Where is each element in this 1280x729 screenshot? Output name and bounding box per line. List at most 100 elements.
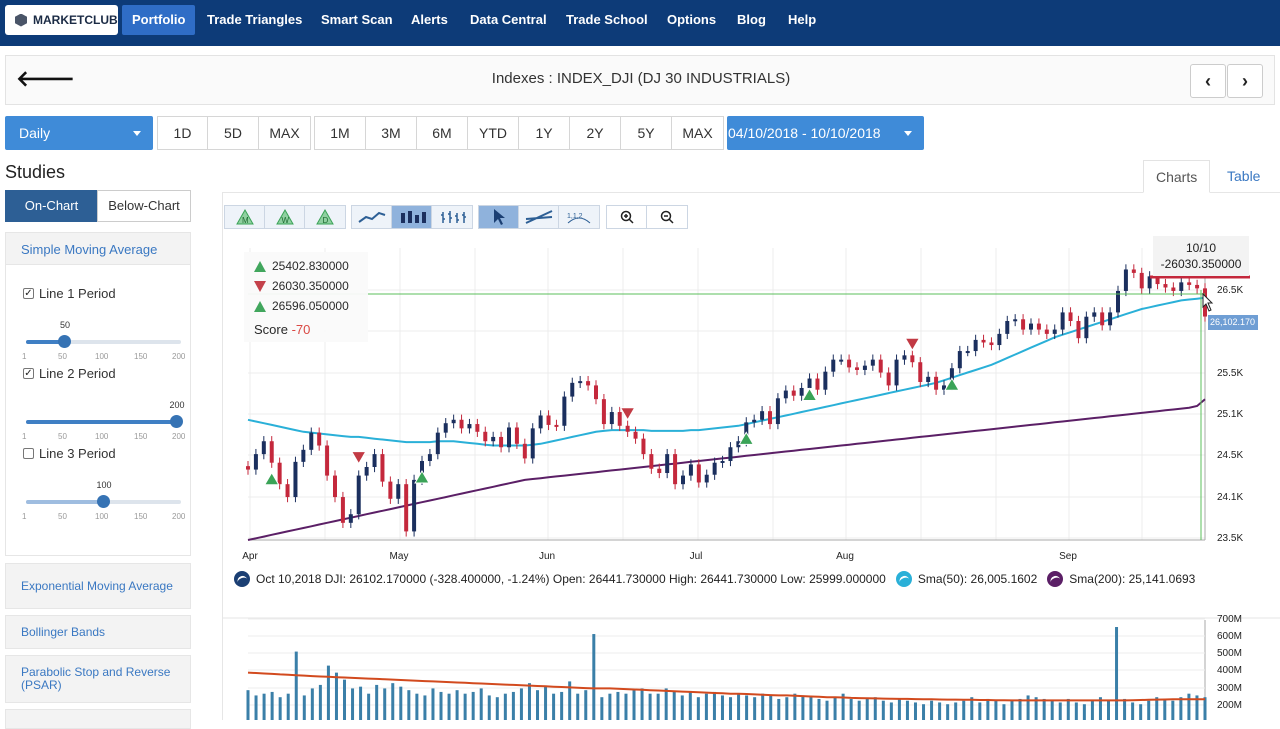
nav-blog[interactable]: Blog xyxy=(737,12,766,27)
line3-slider-handle[interactable] xyxy=(97,495,110,508)
candle-body xyxy=(427,454,432,461)
line2-slider-handle[interactable] xyxy=(170,415,183,428)
volume-bar xyxy=(962,700,966,720)
interval-value: Daily xyxy=(19,125,51,141)
next-symbol-button[interactable]: › xyxy=(1227,64,1263,98)
volume-bar xyxy=(1163,698,1167,720)
volume-bar xyxy=(1002,704,1006,720)
pointer-icon[interactable] xyxy=(479,206,519,228)
logo-text: MARKETCLUB xyxy=(33,13,118,27)
back-arrow-icon[interactable]: 🡐 xyxy=(16,66,75,91)
page-title: Indexes : INDEX_DJI (DJ 30 INDUSTRIALS) xyxy=(491,70,791,87)
nav-trade-triangles[interactable]: Trade Triangles xyxy=(207,12,303,27)
range-3m-button[interactable]: 3M xyxy=(365,116,417,150)
line-chart-icon[interactable] xyxy=(352,206,392,228)
candle-body xyxy=(807,378,812,388)
candle-body xyxy=(475,424,480,432)
zoom-out-icon[interactable] xyxy=(647,206,687,228)
line1-checkbox[interactable]: ✓ Line 1 Period xyxy=(23,286,116,301)
candle-body xyxy=(309,432,314,450)
candlestick-chart-icon[interactable] xyxy=(392,206,432,228)
line2-slider[interactable]: 200 xyxy=(26,400,185,428)
ohlc-dji: Oct 10,2018 DJI: 26102.170000 (-328.4000… xyxy=(256,572,886,586)
tab-table[interactable]: Table xyxy=(1227,168,1261,184)
nav-smart-scan[interactable]: Smart Scan xyxy=(321,12,393,27)
trendline-icon[interactable] xyxy=(519,206,559,228)
weekly-triangle-icon[interactable]: W xyxy=(265,206,305,228)
crosshair-readout: 10/10 -26030.350000 xyxy=(1153,236,1249,276)
range-1y-button[interactable]: 1Y xyxy=(518,116,570,150)
tick: 200 xyxy=(172,512,186,521)
zoom-toolbar xyxy=(606,205,688,229)
tab-on-chart[interactable]: On-Chart xyxy=(5,190,98,222)
nav-portfolio[interactable]: Portfolio xyxy=(122,5,196,35)
range-5y-button[interactable]: 5Y xyxy=(620,116,672,150)
candle-body xyxy=(467,424,472,429)
range-ytd-button[interactable]: YTD xyxy=(467,116,519,150)
nav-trade-school[interactable]: Trade School xyxy=(566,12,648,27)
candle-body xyxy=(760,411,765,420)
volume-bar xyxy=(391,683,395,720)
line1-slider[interactable]: 50 xyxy=(26,320,181,348)
study-ema[interactable]: Exponential Moving Average xyxy=(5,563,191,609)
range-1m-button[interactable]: 1M xyxy=(314,116,366,150)
candle-body xyxy=(942,385,946,390)
candle-body xyxy=(562,396,567,426)
nav-options[interactable]: Options xyxy=(667,12,717,27)
study-bollinger[interactable]: Bollinger Bands xyxy=(5,615,191,649)
range-1d-button[interactable]: 1D xyxy=(157,116,208,150)
zoom-in-icon[interactable] xyxy=(607,206,647,228)
ohlc-chart-icon[interactable] xyxy=(432,206,472,228)
nav-data-central[interactable]: Data Central xyxy=(470,12,547,27)
x-tick-label: Apr xyxy=(242,551,258,562)
volume-bar xyxy=(688,691,692,720)
marketclub-logo[interactable]: MARKETCLUB xyxy=(5,5,118,35)
range-max-button[interactable]: MAX xyxy=(671,116,724,150)
line3-slider[interactable]: 100 xyxy=(26,480,181,508)
volume-bar xyxy=(656,693,660,720)
range-max-intraday-button[interactable]: MAX xyxy=(258,116,311,150)
interval-dropdown[interactable]: Daily xyxy=(5,116,153,150)
prev-symbol-button[interactable]: ‹ xyxy=(1190,64,1226,98)
ohlc-legend: Oct 10,2018 DJI: 26102.170000 (-328.4000… xyxy=(234,570,1274,588)
candle-body xyxy=(404,484,409,532)
volume-bar xyxy=(857,700,861,720)
tab-below-chart[interactable]: Below-Chart xyxy=(97,190,191,222)
monthly-triangle-icon[interactable]: M xyxy=(225,206,265,228)
candle-body xyxy=(1171,287,1176,291)
volume-bar xyxy=(1203,697,1207,720)
candle-body xyxy=(601,399,606,425)
candle-body xyxy=(625,425,630,432)
volume-bar xyxy=(1066,698,1070,720)
volume-bar xyxy=(544,686,548,720)
candle-body xyxy=(269,441,274,463)
candle-body xyxy=(989,342,994,346)
candle-body xyxy=(356,475,361,515)
candle-body xyxy=(894,359,899,386)
x-tick-label: Jul xyxy=(690,551,703,562)
volume-bar xyxy=(954,702,958,720)
tick: 100 xyxy=(95,352,109,361)
sma-title[interactable]: Simple Moving Average xyxy=(6,233,190,265)
draw-toolbar: 1,1,2 xyxy=(478,205,600,229)
fibonacci-icon[interactable]: 1,1,2 xyxy=(559,206,599,228)
range-2y-button[interactable]: 2Y xyxy=(569,116,621,150)
candle-body xyxy=(815,378,820,390)
line1-slider-handle[interactable] xyxy=(58,335,71,348)
y-tick-label: 26.5K xyxy=(1217,285,1243,296)
nav-alerts[interactable]: Alerts xyxy=(411,12,448,27)
down-triangle-icon xyxy=(254,280,266,292)
line2-checkbox[interactable]: ✓ Line 2 Period xyxy=(23,366,116,381)
date-range-dropdown[interactable]: 04/10/2018 - 10/10/2018 xyxy=(727,116,924,150)
candle-body xyxy=(372,454,377,467)
daily-triangle-icon[interactable]: D xyxy=(305,206,345,228)
volume-bar xyxy=(318,684,322,720)
y-tick-label: 24.1K xyxy=(1217,492,1243,503)
line3-checkbox[interactable]: Line 3 Period xyxy=(23,446,116,461)
candle-body xyxy=(633,431,638,439)
candle-body xyxy=(965,351,970,354)
study-psar[interactable]: Parabolic Stop and Reverse (PSAR) xyxy=(5,655,191,703)
tab-charts[interactable]: Charts xyxy=(1143,160,1211,193)
nav-help[interactable]: Help xyxy=(788,12,817,27)
